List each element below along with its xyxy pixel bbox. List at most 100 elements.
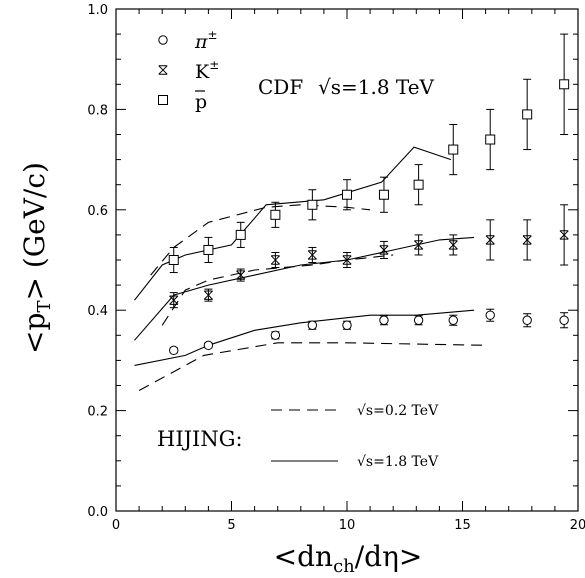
y-tick-label: 0.2 xyxy=(87,405,108,420)
square-marker xyxy=(378,189,389,200)
data-point xyxy=(203,340,214,351)
data-point xyxy=(307,320,318,330)
circle-marker xyxy=(559,315,569,325)
data-point xyxy=(414,234,424,256)
legend-label-superscript: ± xyxy=(208,28,218,42)
data-point xyxy=(235,221,246,248)
data-point xyxy=(270,201,281,228)
hijing-0.2tev-curve xyxy=(161,254,394,326)
y-axis-label: <pT> (GeV/c) xyxy=(18,162,55,354)
data-point xyxy=(485,219,495,261)
data-points xyxy=(168,33,570,356)
legend-circle-marker xyxy=(158,35,168,45)
data-point xyxy=(342,179,352,211)
star-marker xyxy=(236,270,246,280)
data-point xyxy=(559,204,569,266)
hijing-1.8tev-curve xyxy=(134,236,475,341)
square-marker xyxy=(559,79,570,90)
data-point xyxy=(168,246,179,274)
legend-label: K± xyxy=(195,58,219,83)
hijing-0.2tev-curve xyxy=(138,342,486,391)
data-point xyxy=(379,240,389,259)
data-point xyxy=(559,312,569,329)
star-marker xyxy=(522,235,532,245)
model-legend-label: √s=0.2 TeV xyxy=(357,403,439,419)
y-tick-label: 0.8 xyxy=(87,103,108,118)
circle-marker xyxy=(203,340,214,351)
data-point xyxy=(413,164,424,206)
data-point xyxy=(522,219,532,261)
legend-label-superscript: ± xyxy=(209,58,219,72)
data-point xyxy=(307,189,318,221)
legend-square-marker xyxy=(158,95,168,105)
x-tick-label: 20 xyxy=(570,518,585,533)
x-axis-label: <dnch/dη> xyxy=(274,540,423,577)
tick-labels: 0 5 10 15 20 0.0 0.2 0.4 0.6 0.8 1.0 xyxy=(87,3,585,533)
square-marker xyxy=(235,229,246,240)
star-marker xyxy=(559,230,569,240)
data-point xyxy=(169,292,179,309)
data-point xyxy=(485,108,496,171)
star-marker xyxy=(169,295,179,305)
star-marker xyxy=(203,290,213,300)
square-marker xyxy=(168,255,179,265)
circle-marker xyxy=(485,310,495,320)
square-marker xyxy=(270,209,281,220)
data-point xyxy=(448,234,458,256)
hijing-0.2tev-curve xyxy=(150,204,371,276)
square-marker xyxy=(448,144,459,155)
data-point xyxy=(203,288,213,302)
data-point xyxy=(448,314,458,326)
data-point xyxy=(378,176,389,213)
x-tick-label: 15 xyxy=(454,518,471,533)
data-point xyxy=(559,33,570,135)
y-tick-label: 1.0 xyxy=(87,3,108,18)
star-marker xyxy=(307,250,317,260)
energy-label: √s=1.8 TeV xyxy=(318,75,435,99)
x-tick-label: 10 xyxy=(339,518,356,533)
data-point xyxy=(413,315,424,326)
square-marker xyxy=(307,199,318,210)
y-tick-label: 0.0 xyxy=(87,505,108,520)
circle-marker xyxy=(379,315,389,325)
circle-marker xyxy=(169,345,179,356)
square-marker xyxy=(342,189,352,200)
square-marker xyxy=(522,109,533,120)
circle-marker xyxy=(270,330,281,340)
model-label: HIJING: xyxy=(157,427,243,451)
star-marker xyxy=(379,245,389,255)
circle-marker xyxy=(448,315,458,325)
star-marker xyxy=(414,240,424,250)
data-point xyxy=(236,268,246,282)
legend-label: p xyxy=(195,91,207,113)
star-marker xyxy=(342,255,352,265)
legend-star-marker xyxy=(158,65,168,75)
x-tick-label: 5 xyxy=(227,518,235,533)
axis-ticks xyxy=(115,8,579,512)
square-marker xyxy=(203,244,214,255)
data-point xyxy=(342,320,352,330)
y-tick-label: 0.4 xyxy=(87,304,108,319)
data-point xyxy=(485,308,495,322)
circle-marker xyxy=(307,320,318,330)
data-point xyxy=(342,251,352,269)
data-point xyxy=(307,246,317,264)
data-point xyxy=(203,236,214,264)
square-marker xyxy=(413,179,424,190)
hijing-1.8tev-curve xyxy=(134,146,452,301)
legend: π± K± p CDF √s=1.8 TeV HIJING: √s=0.2 TeV √s=1.… xyxy=(157,28,439,470)
y-tick-label: 0.6 xyxy=(87,204,108,219)
legend-label: π± xyxy=(194,28,218,53)
square-marker xyxy=(485,134,496,145)
star-marker xyxy=(448,240,458,250)
data-point xyxy=(270,330,281,340)
circle-marker xyxy=(413,315,424,325)
data-point xyxy=(522,78,533,151)
data-point xyxy=(270,251,280,269)
star-marker xyxy=(485,235,495,245)
model-curves xyxy=(134,146,486,391)
data-point xyxy=(169,345,179,356)
model-legend-label: √s=1.8 TeV xyxy=(357,454,439,470)
data-point xyxy=(379,315,389,326)
